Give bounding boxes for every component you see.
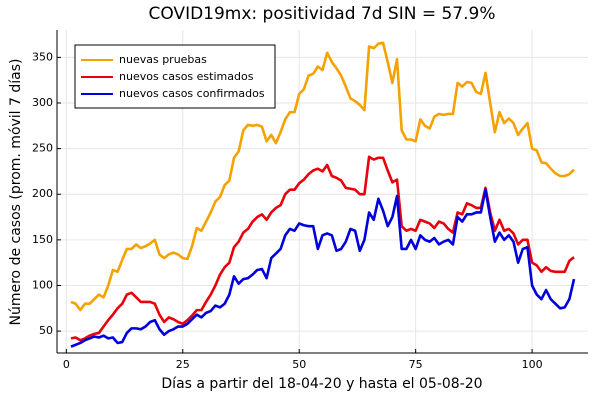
y-tick-label: 300 <box>32 96 53 109</box>
x-tick-label: 50 <box>292 358 306 371</box>
legend-label: nuevos casos confirmados <box>119 87 265 100</box>
y-axis-label: Número de casos (prom. móvil 7 días) <box>8 59 24 326</box>
line-series <box>70 188 576 348</box>
legend-label: nuevas pruebas <box>119 53 207 66</box>
line-series <box>70 155 575 342</box>
legend-label: nuevos casos estimados <box>119 70 254 83</box>
y-tick-label: 200 <box>32 187 53 200</box>
y-tick-label: 100 <box>32 278 53 291</box>
x-tick-label: 25 <box>176 358 190 371</box>
y-tick-label: 250 <box>32 142 53 155</box>
x-tick-label: 100 <box>522 358 543 371</box>
x-tick-label: 75 <box>409 358 423 371</box>
y-tick-label: 350 <box>32 50 53 63</box>
y-tick-label: 150 <box>32 233 53 246</box>
x-axis-label: Días a partir del 18-04-20 y hasta el 05… <box>161 376 482 392</box>
y-tick-label: 50 <box>39 324 53 337</box>
chart-title: COVID19mx: positividad 7d SIN = 57.9% <box>148 4 495 24</box>
line-series <box>70 41 575 312</box>
x-tick-label: 0 <box>63 358 70 371</box>
